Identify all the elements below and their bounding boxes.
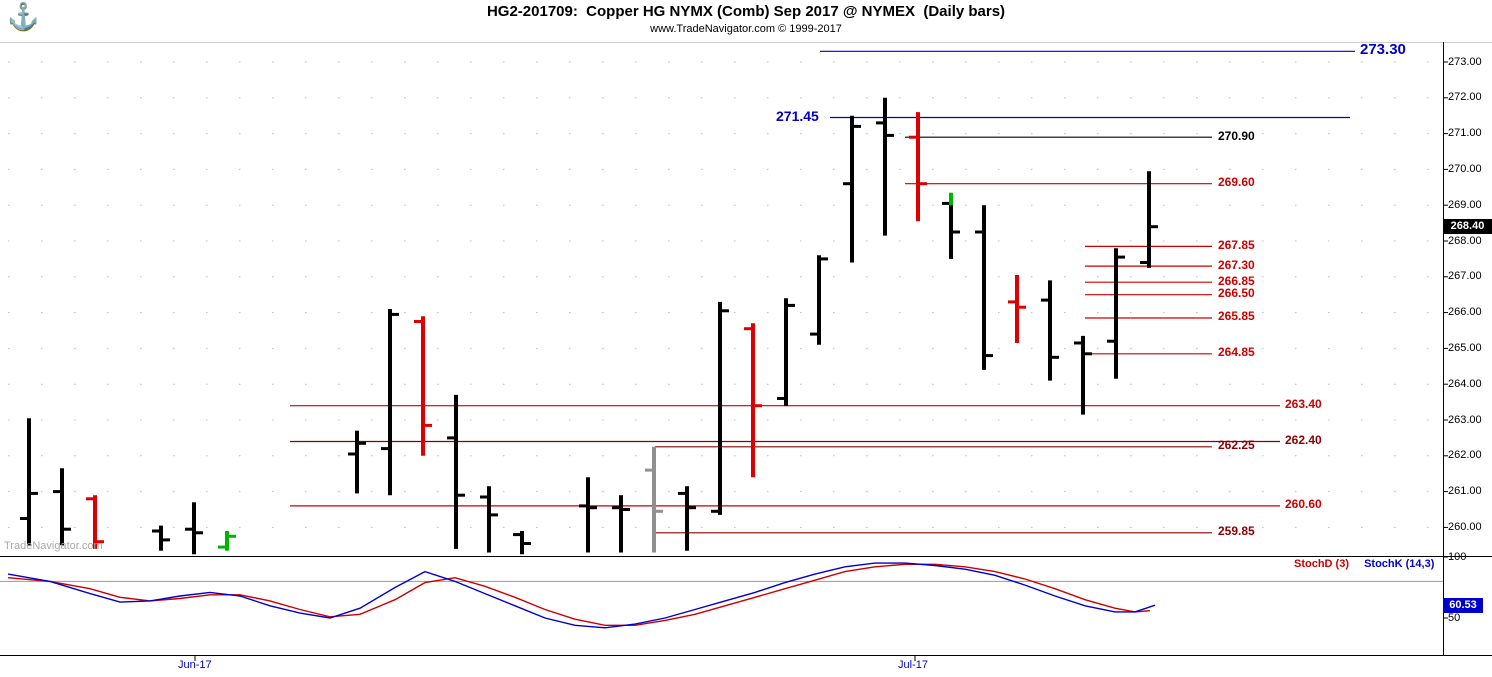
ohlc-bar — [447, 394, 465, 549]
price-tick-label: 260.00 — [1448, 520, 1482, 533]
price-level-label: 267.30 — [1218, 257, 1255, 272]
price-level-label: 271.45 — [776, 107, 819, 124]
ohlc-bar — [480, 486, 498, 553]
price-level-label: 267.85 — [1218, 237, 1255, 252]
price-level-lines-layer — [290, 50, 1355, 534]
price-tick-label: 264.00 — [1448, 377, 1482, 390]
price-level-label: 263.40 — [1285, 397, 1322, 412]
ohlc-bar — [876, 97, 894, 236]
price-level-label: 259.85 — [1218, 524, 1255, 539]
ohlc-bar — [810, 255, 828, 345]
price-tick-label: 273.00 — [1448, 55, 1482, 68]
price-level-label: 262.40 — [1285, 432, 1322, 447]
ohlc-bar — [645, 446, 663, 553]
ohlc-bar — [1074, 335, 1092, 415]
price-level-label: 265.85 — [1218, 309, 1255, 324]
price-level-label: 266.85 — [1218, 273, 1255, 288]
price-level-label: 264.85 — [1218, 345, 1255, 360]
time-axis-label: Jun-17 — [178, 659, 212, 671]
tradenavigator-logo-icon: ⚓ — [7, 1, 40, 31]
ohlc-bar — [86, 495, 104, 549]
ohlc-bar — [843, 115, 861, 263]
price-tick-label: 270.00 — [1448, 162, 1482, 175]
price-level-label: 273.30 — [1360, 41, 1406, 59]
ohlc-bar — [1107, 248, 1125, 379]
ohlc-bar — [1041, 280, 1059, 381]
panel-frame-layer — [0, 42, 1492, 661]
ohlc-bar — [975, 205, 993, 370]
ohlc-bar — [744, 323, 762, 478]
ohlc-bar — [777, 298, 795, 406]
price-tick-label: 272.00 — [1448, 91, 1482, 104]
stochk-line — [7, 562, 1156, 629]
price-tick-label: 268.00 — [1448, 234, 1482, 247]
price-level-label: 266.50 — [1218, 286, 1255, 301]
ohlc-bar — [1008, 275, 1026, 343]
ohlc-bar — [152, 525, 170, 551]
ohlc-bar — [381, 309, 399, 496]
stoch-value-badge: 60.53 — [1443, 597, 1483, 613]
price-tick-label: 269.00 — [1448, 198, 1482, 211]
price-tick-label: 263.00 — [1448, 413, 1482, 426]
stoch-tick-label: 50 — [1448, 611, 1461, 624]
price-tick-label: 265.00 — [1448, 341, 1482, 354]
ohlc-bar — [513, 531, 531, 555]
time-axis-label: Jul-17 — [898, 659, 928, 671]
ohlc-bar — [1140, 171, 1158, 268]
stochd-line — [7, 563, 1151, 626]
ohlc-bar — [579, 477, 597, 553]
ohlc-bar — [348, 430, 366, 494]
ohlc-bar — [20, 418, 38, 546]
ohlc-bar — [185, 502, 203, 555]
price-tick-label: 261.00 — [1448, 485, 1482, 498]
price-level-label: 260.60 — [1285, 497, 1322, 512]
stochastic-layer — [0, 562, 1443, 629]
stochd-legend-label[interactable]: StochD (3) — [1294, 558, 1349, 570]
price-level-label: 269.60 — [1218, 175, 1255, 190]
ohlc-bar — [909, 112, 927, 222]
ohlc-bars-layer — [20, 97, 1158, 555]
ohlc-bar — [678, 486, 696, 551]
price-level-label: 262.25 — [1218, 438, 1255, 453]
price-tick-label: 266.00 — [1448, 306, 1482, 319]
stochk-legend-label[interactable]: StochK (14,3) — [1364, 558, 1435, 570]
chart-title: HG2-201709: Copper HG NYMX (Comb) Sep 20… — [486, 3, 1006, 20]
ohlc-bar — [612, 495, 630, 553]
watermark: TradeNavigator.com — [4, 540, 103, 552]
ohlc-bar — [53, 468, 71, 546]
stoch-tick-label: 100 — [1448, 550, 1467, 563]
price-tick-label: 262.00 — [1448, 449, 1482, 462]
price-tick-label: 267.00 — [1448, 270, 1482, 283]
ohlc-bar — [218, 531, 236, 551]
ohlc-bar — [414, 316, 432, 456]
chart-subtitle: www.TradeNavigator.com © 1999-2017 — [650, 23, 842, 35]
last-price-badge: 268.40 — [1443, 219, 1492, 235]
stoch-legend: StochD (3) StochK (14,3) — [1282, 558, 1434, 570]
price-level-label: 270.90 — [1218, 128, 1255, 143]
price-tick-label: 271.00 — [1448, 127, 1482, 140]
ohlc-bar — [711, 301, 729, 515]
